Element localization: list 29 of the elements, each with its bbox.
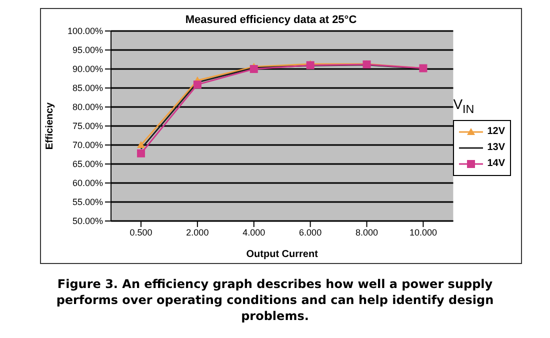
y-axis-title: Efficiency: [44, 102, 56, 150]
point: [193, 80, 202, 89]
x-tick-label: 0.500: [130, 227, 152, 238]
legend-title: V$_{IN}$: [453, 96, 476, 116]
point: [137, 149, 145, 158]
y-tick-label: 90.00%: [72, 64, 103, 74]
y-tick-label: 70.00%: [72, 140, 103, 150]
caption: Figure 3. An efficiency graph describes how well a power supply performs over operating conditions and can help identify design problems.: [55, 276, 495, 324]
x-tick-label: 10.000: [409, 227, 437, 238]
x-tick-label: 4.000: [242, 227, 266, 238]
x-tick-label: 8.000: [355, 227, 378, 238]
legend-label: 12V: [487, 126, 505, 138]
legend-label: 14V: [487, 158, 505, 170]
y-tick-label: 80.00%: [72, 102, 103, 112]
x-axis-title: Output Current: [246, 249, 319, 260]
y-tick-label: 100.00%: [67, 26, 103, 36]
y-tick-label: 65.00%: [72, 159, 103, 170]
y-tick-label: 85.00%: [72, 83, 103, 94]
y-tick-label: 75.00%: [72, 121, 103, 132]
y-tick-label: 95.00%: [72, 45, 103, 56]
point: [250, 65, 258, 73]
y-tick-label: 50.00%: [72, 216, 103, 226]
point: [137, 141, 145, 148]
y-tick-label: 55.00%: [72, 197, 103, 208]
x-tick-label: 6.000: [299, 227, 322, 238]
legend-label: 13V: [487, 142, 505, 154]
x-tick-label: 2.000: [186, 227, 209, 238]
chart-title: Measured efficiency data at 25°C: [185, 14, 357, 26]
y-tick-label: 60.00%: [72, 178, 103, 188]
